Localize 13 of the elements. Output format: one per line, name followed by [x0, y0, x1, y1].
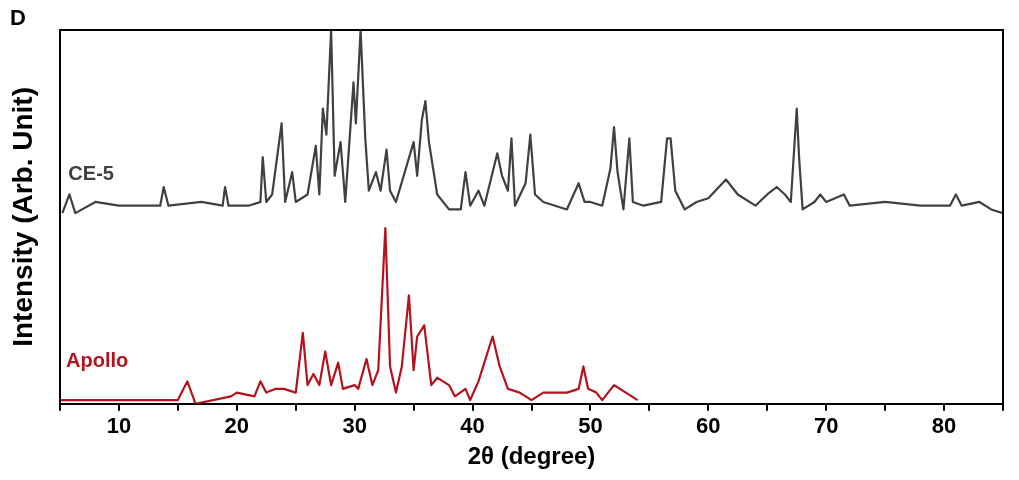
x-tick-label: 10	[106, 413, 132, 439]
x-tick-label: 60	[696, 413, 721, 439]
series-label: CE-5	[68, 161, 114, 184]
series-label: Apollo	[66, 348, 129, 371]
x-tick-label: 30	[342, 413, 367, 439]
x-axis-title: 2θ (degree)	[467, 442, 596, 470]
chart-title: D	[10, 5, 26, 31]
x-tick-label: 40	[460, 413, 485, 439]
y-axis-title: Intensity (Arb. Unit)	[6, 87, 38, 347]
x-tick-label: 50	[578, 413, 603, 439]
x-tick-label: 20	[224, 413, 250, 439]
x-tick-label: 80	[931, 413, 957, 439]
x-tick-label: 70	[813, 413, 839, 439]
